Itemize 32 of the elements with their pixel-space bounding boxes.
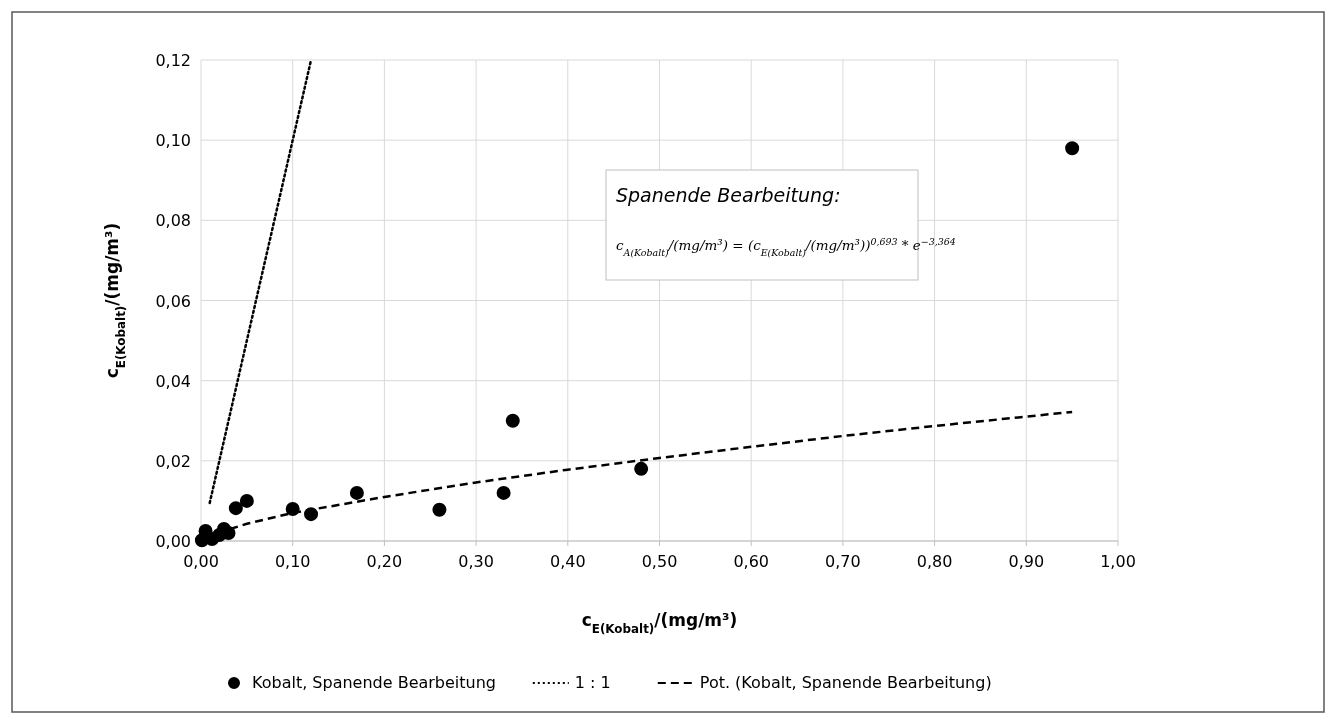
point [1065, 141, 1080, 156]
x-tick-label: 0,10 [274, 552, 311, 571]
y-tick-label: 0,02 [155, 451, 191, 471]
point [432, 502, 447, 517]
legend-label: Pot. (Kobalt, Spanende Bearbeitung) [699, 673, 992, 692]
x-tick-label: 0,30 [458, 552, 494, 571]
annotation: Spanende Bearbeitung: [616, 184, 841, 206]
x-axis-title: c$_{E(Kobalt)}$/(mg/m³) [581, 610, 738, 636]
y-tick-label: 0,10 [155, 131, 191, 151]
legend-label: 1 : 1 [574, 673, 611, 692]
point [634, 461, 649, 476]
y-tick-label: 0,06 [155, 291, 191, 311]
x-tick-label: 0,40 [549, 552, 586, 571]
point [239, 493, 254, 508]
point [349, 485, 364, 500]
point [505, 413, 520, 428]
x-tick-label: 0,90 [1008, 552, 1045, 571]
y-tick-label: 0,08 [155, 211, 191, 231]
x-tick-label: 0,00 [183, 552, 219, 571]
x-tick-label: 0,80 [916, 552, 953, 571]
x-tick-label: 0,60 [733, 552, 770, 571]
annotation: c$_{A(Kobalt)}$/(mg/m³) = (c$_{E(Kobalt)}$/(mg/m³))$^{0,693}$ * e$^{−3,364}$ [616, 235, 956, 258]
point [496, 485, 511, 500]
y-tick-label: 0,00 [155, 532, 191, 551]
x-tick-label: 0,70 [825, 552, 861, 571]
x-tick-label: 1,00 [1100, 552, 1136, 571]
y-tick-label: 0,12 [155, 51, 191, 70]
x-tick-label: 0,20 [366, 552, 403, 571]
point [228, 501, 243, 516]
x-tick-label: 0,50 [641, 552, 678, 571]
legend-label: Kobalt, Spanende Bearbeitung [252, 673, 497, 692]
y-tick-label: 0,04 [155, 371, 191, 391]
